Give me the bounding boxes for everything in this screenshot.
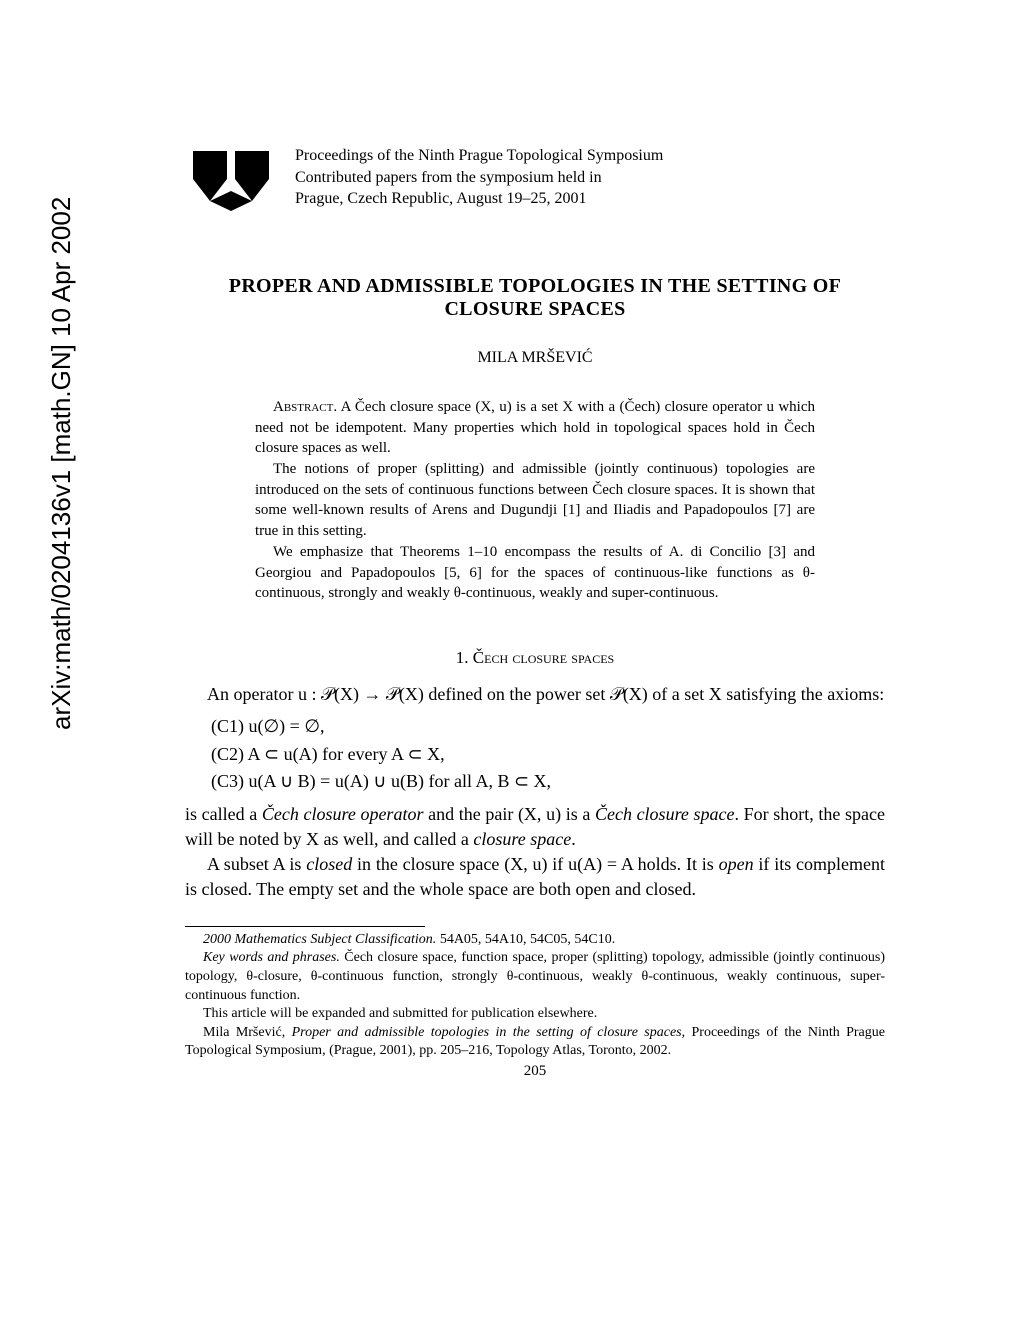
section-heading: 1. Čech closure spaces (185, 648, 885, 668)
body-p1: An operator u : 𝒫(X) → 𝒫(X) defined on t… (185, 682, 885, 707)
conference-logo (185, 145, 277, 219)
footnote-rule (185, 926, 425, 927)
abstract-block: Abstract. A Čech closure space (X, u) is… (255, 397, 815, 604)
page-number: 205 (185, 1063, 885, 1080)
proc-line-2: Contributed papers from the symposium he… (295, 167, 663, 189)
abstract-label: Abstract. (273, 399, 337, 415)
axiom-c2: (C2) A ⊂ u(A) for every A ⊂ X, (211, 741, 885, 769)
body-p3-a: A subset A is (207, 854, 306, 874)
abstract-p2: The notions of proper (splitting) and ad… (255, 459, 815, 542)
body-p2-b: Čech closure operator (262, 804, 424, 824)
msc-label: 2000 Mathematics Subject Classification. (203, 932, 436, 947)
body-p3-d: open (719, 854, 754, 874)
body-p3-c: in the closure space (X, u) if u(A) = A … (352, 854, 718, 874)
keywords-label: Key words and phrases. (203, 950, 340, 965)
body-p2-c: and the pair (X, u) is a (423, 804, 595, 824)
footnotes: 2000 Mathematics Subject Classification.… (185, 931, 885, 1061)
axiom-c1: (C1) u(∅) = ∅, (211, 713, 885, 741)
arxiv-identifier: arXiv:math/0204136v1 [math.GN] 10 Apr 20… (46, 197, 77, 730)
body-p2-d: Čech closure space (595, 804, 735, 824)
cite-a: Mila Mršević, (203, 1025, 292, 1040)
axiom-list: (C1) u(∅) = ∅, (C2) A ⊂ u(A) for every A… (211, 713, 885, 797)
cite-b: Proper and admissible topologies in the … (292, 1025, 682, 1040)
footnote-note1: This article will be expanded and submit… (185, 1005, 885, 1024)
msc-codes: 54A05, 54A10, 54C05, 54C10. (436, 932, 615, 947)
abstract-p3: We emphasize that Theorems 1–10 encompas… (255, 542, 815, 604)
body-text-2: is called a Čech closure operator and th… (185, 802, 885, 901)
body-p2-a: is called a (185, 804, 262, 824)
body-p2-g: . (571, 829, 576, 849)
proceedings-text: Proceedings of the Ninth Prague Topologi… (295, 145, 663, 210)
abstract-p1: A Čech closure space (X, u) is a set X w… (255, 399, 815, 456)
proc-line-1: Proceedings of the Ninth Prague Topologi… (295, 145, 663, 167)
proc-line-3: Prague, Czech Republic, August 19–25, 20… (295, 188, 663, 210)
body-p2-f: closure space (473, 829, 571, 849)
body-p3-b: closed (306, 854, 352, 874)
body-text: An operator u : 𝒫(X) → 𝒫(X) defined on t… (185, 682, 885, 707)
proceedings-header: Proceedings of the Ninth Prague Topologi… (185, 145, 885, 219)
paper-title: PROPER AND ADMISSIBLE TOPOLOGIES IN THE … (215, 275, 855, 321)
axiom-c3: (C3) u(A ∪ B) = u(A) ∪ u(B) for all A, B… (211, 768, 885, 796)
author-name: MILA MRŠEVIĆ (185, 349, 885, 367)
page-content: Proceedings of the Ninth Prague Topologi… (185, 145, 885, 1080)
